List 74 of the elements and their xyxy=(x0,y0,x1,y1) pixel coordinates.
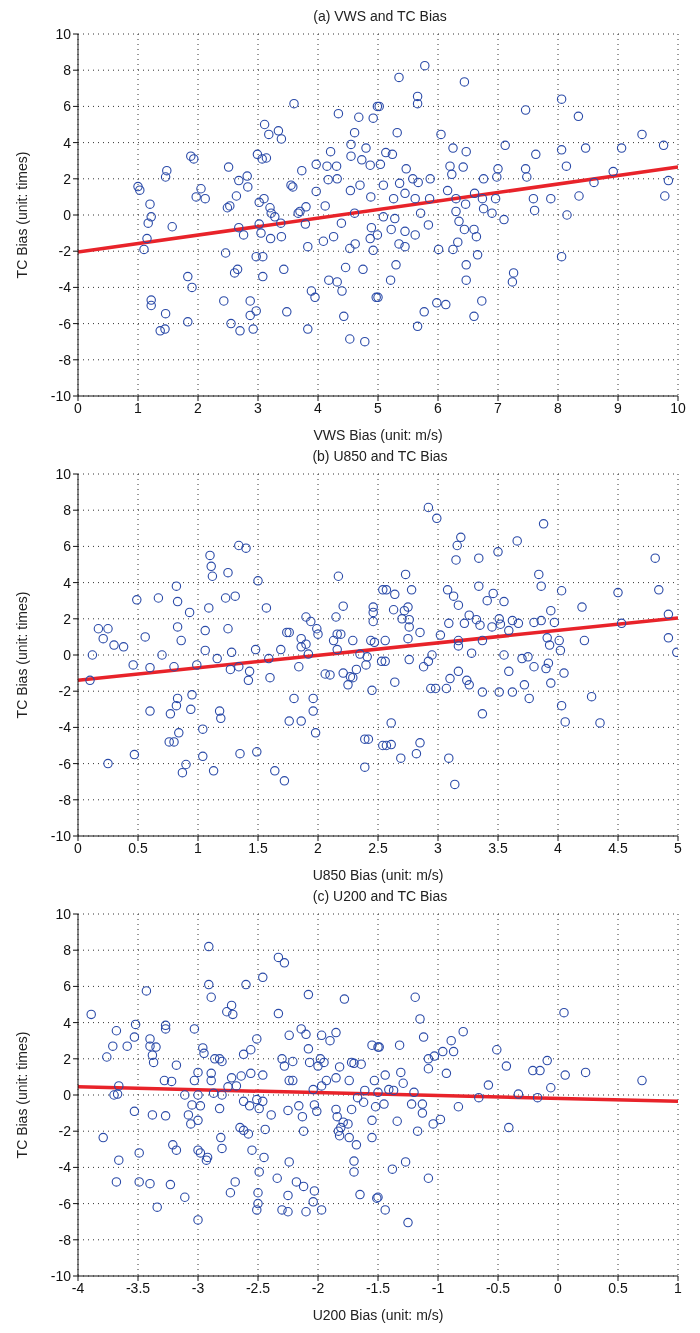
x-tick-label: 2.5 xyxy=(368,839,388,856)
y-tick-label: 10 xyxy=(55,905,72,922)
y-tick-label: -6 xyxy=(58,315,72,332)
x-tick-label: 0 xyxy=(74,399,83,416)
chart-title: (a) VWS and TC Bias xyxy=(312,8,448,26)
y-tick-label: -10 xyxy=(50,387,72,404)
y-tick-label: 0 xyxy=(63,206,72,223)
y-tick-label: 6 xyxy=(63,98,72,115)
y-tick-label: 0 xyxy=(63,1086,72,1103)
x-tick-label: 4 xyxy=(314,399,323,416)
x-tick-label: -3 xyxy=(191,1279,205,1296)
chart-title: (c) U200 and TC Bias xyxy=(311,888,449,906)
x-tick-label: -2 xyxy=(311,1279,325,1296)
y-tick-label: 2 xyxy=(63,1050,72,1067)
y-tick-label: 2 xyxy=(63,170,72,187)
x-tick-label: 2 xyxy=(314,839,323,856)
y-tick-label: -10 xyxy=(50,827,72,844)
x-tick-label: -1 xyxy=(431,1279,445,1296)
x-tick-label: 4 xyxy=(554,839,563,856)
x-tick-label: 2 xyxy=(194,399,203,416)
x-tick-label: -3.5 xyxy=(125,1279,151,1296)
y-tick-label: -6 xyxy=(58,1195,72,1212)
x-axis-title: U200 Bias (unit: m/s) xyxy=(312,1307,444,1323)
x-tick-label: 5 xyxy=(374,399,383,416)
y-tick-label: 6 xyxy=(63,538,72,555)
x-tick-label: 1 xyxy=(134,399,143,416)
x-tick-label: 6 xyxy=(434,399,443,416)
y-tick-label: -8 xyxy=(58,351,72,368)
y-tick-label: -2 xyxy=(58,683,72,700)
y-tick-label: 8 xyxy=(63,62,72,79)
y-tick-label: -4 xyxy=(58,719,72,736)
x-tick-label: 0 xyxy=(74,839,83,856)
x-tick-label: 5 xyxy=(674,839,683,856)
y-tick-label: 4 xyxy=(63,574,72,591)
x-tick-label: 1.5 xyxy=(248,839,268,856)
y-tick-label: -4 xyxy=(58,1159,72,1176)
y-tick-label: 8 xyxy=(63,502,72,519)
x-tick-label: -2.5 xyxy=(245,1279,271,1296)
y-tick-label: -4 xyxy=(58,279,72,296)
y-tick-label: 4 xyxy=(63,134,72,151)
y-tick-label: 4 xyxy=(63,1014,72,1031)
y-tick-label: -6 xyxy=(58,755,72,772)
y-tick-label: -2 xyxy=(58,1123,72,1140)
x-tick-label: 1 xyxy=(194,839,203,856)
x-tick-label: 7 xyxy=(494,399,503,416)
y-tick-label: -10 xyxy=(50,1267,72,1284)
y-axis-title: TC Bias (unit: times) xyxy=(13,591,30,719)
x-tick-label: 0.5 xyxy=(128,839,148,856)
x-tick-label: 3 xyxy=(254,399,263,416)
x-tick-label: 3 xyxy=(434,839,443,856)
x-tick-label: 9 xyxy=(614,399,623,416)
x-tick-label: 0.5 xyxy=(608,1279,628,1296)
y-tick-label: -2 xyxy=(58,243,72,260)
x-tick-label: -0.5 xyxy=(485,1279,511,1296)
x-tick-label: -1.5 xyxy=(365,1279,391,1296)
y-tick-label: 8 xyxy=(63,942,72,959)
y-tick-label: 10 xyxy=(55,465,72,482)
y-tick-label: -8 xyxy=(58,1231,72,1248)
x-tick-label: 1 xyxy=(674,1279,683,1296)
x-tick-label: 8 xyxy=(554,399,563,416)
y-tick-label: 2 xyxy=(63,610,72,627)
x-tick-label: 0 xyxy=(554,1279,563,1296)
chart-title: (b) U850 and TC Bias xyxy=(311,448,449,466)
x-tick-label: 3.5 xyxy=(488,839,508,856)
x-axis-title: VWS Bias (unit: m/s) xyxy=(313,427,443,443)
y-axis-title: TC Bias (unit: times) xyxy=(13,1031,30,1159)
y-tick-label: 10 xyxy=(55,25,72,42)
y-axis-title: TC Bias (unit: times) xyxy=(13,151,30,279)
x-tick-label: 10 xyxy=(670,399,686,416)
y-tick-label: -8 xyxy=(58,791,72,808)
x-axis-title: U850 Bias (unit: m/s) xyxy=(312,867,444,883)
x-tick-label: 4.5 xyxy=(608,839,628,856)
y-tick-label: 6 xyxy=(63,978,72,995)
y-tick-label: 0 xyxy=(63,646,72,663)
